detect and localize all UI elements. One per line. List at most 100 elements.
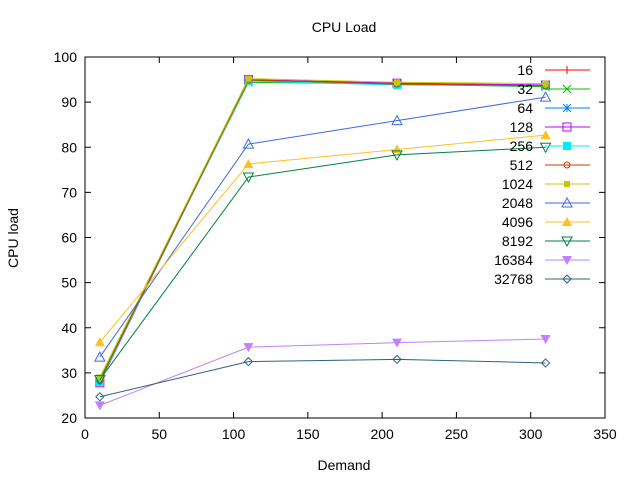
data-point xyxy=(392,338,402,348)
x-tick-label: 100 xyxy=(222,426,246,442)
legend-entry: 1024 xyxy=(502,176,590,192)
legend-label: 4096 xyxy=(502,214,533,230)
y-tick-label: 80 xyxy=(61,139,77,155)
y-axis-label: CPU load xyxy=(5,208,21,268)
series-line xyxy=(99,338,546,406)
data-point xyxy=(95,392,105,402)
series-32768 xyxy=(95,354,551,402)
legend-entry: 16 xyxy=(517,62,590,78)
x-tick-label: 200 xyxy=(370,426,394,442)
legend-entry: 32768 xyxy=(494,271,590,287)
x-tick-label: 250 xyxy=(445,426,469,442)
legend-marker xyxy=(562,84,572,94)
data-point xyxy=(94,375,106,386)
data-point xyxy=(94,337,105,347)
y-tick-label: 70 xyxy=(61,184,77,200)
series-4096 xyxy=(94,130,551,347)
legend: 16 32 64 128 256 512 1024 2048 4096 8192 16384 3276… xyxy=(494,62,590,287)
x-axis-label: Demand xyxy=(318,457,371,473)
data-point xyxy=(243,356,254,367)
series-line xyxy=(99,134,546,343)
legend-entry: 32 xyxy=(517,81,590,97)
data-point xyxy=(96,374,103,381)
series-16 xyxy=(95,76,550,384)
series-line xyxy=(99,79,546,384)
legend-label: 32 xyxy=(517,81,533,97)
legend-label: 1024 xyxy=(502,176,533,192)
x-tick-label: 350 xyxy=(593,426,617,442)
axes: 0 50 100 150 200 250 300 350 20 30 40 50 60 70 80 90 100 xyxy=(54,49,617,442)
y-tick-label: 20 xyxy=(61,410,77,426)
legend-marker xyxy=(562,256,572,265)
legend-marker xyxy=(562,103,572,113)
x-tick-label: 50 xyxy=(151,426,167,442)
legend-entry: 8192 xyxy=(502,233,590,249)
legend-marker xyxy=(563,161,571,169)
y-tick-label: 30 xyxy=(61,365,77,381)
legend-entry: 128 xyxy=(510,119,590,135)
x-tick-label: 300 xyxy=(519,426,543,442)
data-point xyxy=(245,75,252,82)
legend-label: 16384 xyxy=(494,252,533,268)
legend-entry: 4096 xyxy=(502,214,590,230)
y-tick-label: 90 xyxy=(61,94,77,110)
legend-label: 256 xyxy=(510,138,534,154)
legend-marker xyxy=(561,196,573,208)
legend-label: 512 xyxy=(510,157,534,173)
data-point xyxy=(540,335,551,345)
data-point xyxy=(94,401,105,411)
series-layer xyxy=(94,75,552,411)
series-line xyxy=(99,79,546,381)
data-point xyxy=(94,351,106,362)
series-line xyxy=(99,81,546,379)
data-point xyxy=(243,343,254,353)
series-256 xyxy=(95,76,550,386)
legend-marker xyxy=(562,122,572,132)
series-line xyxy=(99,79,546,380)
legend-entry: 256 xyxy=(510,138,590,154)
data-point xyxy=(540,358,551,368)
x-tick-label: 0 xyxy=(81,426,89,442)
data-point xyxy=(392,354,402,365)
legend-marker xyxy=(564,181,570,187)
legend-label: 16 xyxy=(517,62,533,78)
data-point xyxy=(540,130,551,140)
series-line xyxy=(99,96,546,358)
data-point xyxy=(391,114,403,126)
series-1024 xyxy=(96,75,549,381)
series-line xyxy=(99,78,546,378)
data-point xyxy=(95,377,104,386)
data-point xyxy=(391,150,403,161)
x-tick-label: 150 xyxy=(296,426,320,442)
data-point xyxy=(394,79,400,86)
y-tick-label: 100 xyxy=(54,49,78,65)
data-point xyxy=(542,80,549,87)
data-point xyxy=(539,142,552,154)
series-line xyxy=(99,80,546,383)
series-32 xyxy=(95,77,550,384)
y-tick-label: 50 xyxy=(61,275,77,291)
series-64 xyxy=(95,76,550,386)
series-line xyxy=(99,146,546,380)
series-16384 xyxy=(94,335,551,411)
data-point xyxy=(242,172,255,184)
y-tick-label: 60 xyxy=(61,230,77,246)
series-8192 xyxy=(94,142,552,386)
series-line xyxy=(99,358,546,398)
legend-entry: 64 xyxy=(517,100,590,116)
legend-label: 128 xyxy=(510,119,534,135)
legend-marker xyxy=(562,274,572,284)
legend-marker xyxy=(562,217,572,226)
legend-marker xyxy=(561,236,573,248)
series-2048 xyxy=(94,91,552,362)
series-512 xyxy=(96,76,550,385)
legend-entry: 512 xyxy=(510,157,590,173)
legend-label: 64 xyxy=(517,100,533,116)
legend-marker xyxy=(563,142,571,150)
legend-entry: 16384 xyxy=(494,252,590,268)
y-tick-label: 40 xyxy=(61,320,77,336)
legend-label: 32768 xyxy=(494,271,533,287)
legend-marker xyxy=(563,66,571,74)
data-point xyxy=(539,91,552,102)
